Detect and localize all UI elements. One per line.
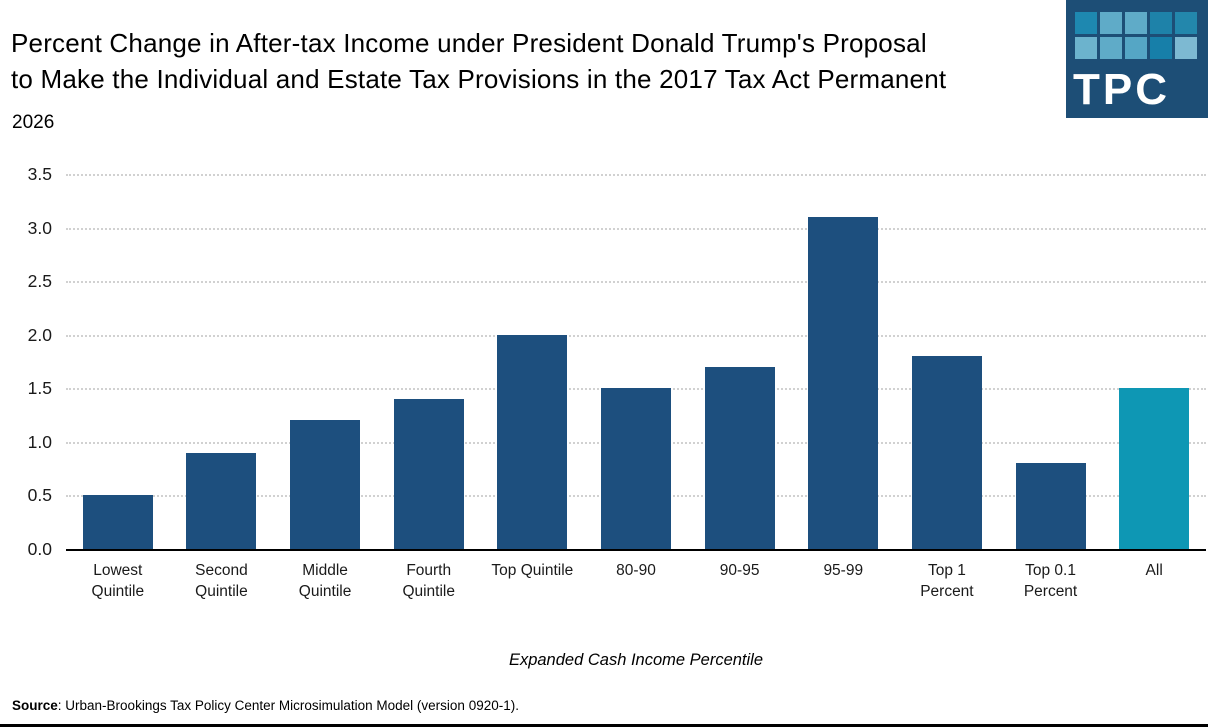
source-label: Source: [12, 698, 58, 713]
logo-square-6: [1075, 37, 1097, 59]
bar-lowest-quintile: [82, 495, 153, 549]
tpc-logo-text: TPC: [1073, 65, 1170, 114]
bar-middle-quintile: [290, 420, 361, 549]
bottom-rule: [0, 724, 1208, 727]
bar-fourth-quintile: [393, 399, 464, 549]
y-axis-tick-label-3.0: 3.0: [27, 217, 52, 238]
source-text: : Urban-Brookings Tax Policy Center Micr…: [57, 698, 519, 713]
source-note: Source: Urban-Brookings Tax Policy Cente…: [12, 698, 519, 713]
logo-square-9: [1150, 37, 1172, 59]
x-axis-tick-label-middle-quintile: Middle Quintile: [298, 562, 352, 600]
chart-title-line-1: Percent Change in After-tax Income under…: [11, 28, 927, 58]
x-axis-line: [66, 549, 1206, 551]
y-axis-tick-label-2.5: 2.5: [27, 271, 52, 292]
x-axis-tick-label-95-99: 95-99: [823, 562, 864, 579]
bar-top-1-percent: [911, 356, 982, 549]
x-axis-tick-label-second-quintile: Second Quintile: [195, 562, 248, 600]
x-axis-tick-label-top-0-1-percent: Top 0.1 Percent: [1023, 562, 1078, 600]
gridline-3.5: [66, 174, 1206, 176]
y-axis-tick-label-2.0: 2.0: [27, 324, 52, 345]
y-axis-tick-label-1.5: 1.5: [27, 378, 52, 399]
x-axis-tick-label-top-quintile: Top Quintile: [491, 562, 574, 579]
gridline-3.0: [66, 227, 1206, 230]
x-axis-title: Expanded Cash Income Percentile: [508, 651, 764, 669]
y-axis-tick-label-1.0: 1.0: [27, 431, 52, 452]
gridline-2.0: [66, 334, 1206, 337]
chart-subtitle-year: 2026: [12, 112, 55, 133]
x-axis-tick-label-90-95: 90-95: [719, 562, 760, 579]
logo-square-4: [1150, 12, 1172, 34]
tpc-logo: TPC: [1066, 0, 1208, 118]
bar-80-90: [601, 388, 671, 549]
logo-square-8: [1125, 37, 1147, 59]
x-axis-tick-label-lowest-quintile: Lowest Quintile: [91, 562, 145, 600]
x-axis-tick-label-top-1-percent: Top 1 Percent: [920, 562, 974, 600]
y-axis-tick-label-3.5: 3.5: [27, 164, 52, 184]
logo-square-2: [1100, 12, 1122, 34]
chart-title-line-2: to Make the Individual and Estate Tax Pr…: [11, 64, 947, 94]
y-axis-tick-label-0.5: 0.5: [27, 485, 52, 506]
tpc-logo-squares: [1075, 12, 1197, 59]
bar-second-quintile: [186, 452, 257, 549]
x-axis-tick-label-fourth-quintile: Fourth Quintile: [402, 562, 455, 600]
x-axis-tick-label-80-90: 80-90: [616, 562, 656, 579]
chart-title: Percent Change in After-tax Income under…: [11, 25, 946, 97]
bar-top-0-1-percent: [1015, 463, 1086, 549]
bar-95-99: [808, 216, 879, 549]
y-axis: 0.0 0.5 1.0 1.5 2.0 2.5 3.0 3.5: [0, 164, 52, 559]
logo-square-3: [1125, 12, 1147, 34]
x-axis: Lowest Quintile Second Quintile Middle Quinti…: [66, 560, 1206, 620]
x-axis-tick-label-all: All: [1145, 562, 1163, 579]
logo-square-7: [1100, 37, 1122, 59]
logo-square-1: [1075, 12, 1097, 34]
bar-all: [1119, 388, 1190, 549]
bar-90-95: [704, 366, 775, 549]
gridline-2.5: [66, 281, 1206, 284]
y-axis-tick-label-0.0: 0.0: [27, 539, 52, 559]
logo-square-10: [1175, 37, 1197, 59]
bar-top-quintile: [497, 334, 568, 549]
plot-area: [66, 174, 1206, 551]
logo-square-5: [1175, 12, 1197, 34]
